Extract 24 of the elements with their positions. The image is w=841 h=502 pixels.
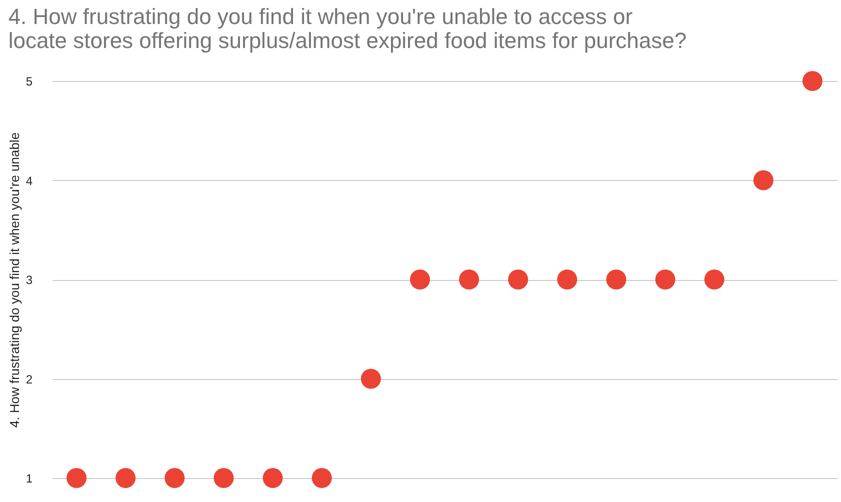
y-tick-label: 5 [26, 74, 33, 88]
point [459, 270, 480, 290]
point [655, 270, 676, 290]
point [360, 368, 381, 389]
point [410, 270, 430, 290]
y-axis-title: 4. How frustrating do you find it when you're unable [6, 132, 22, 428]
point [606, 270, 626, 290]
point [164, 468, 185, 488]
point [802, 71, 822, 91]
point [214, 468, 234, 488]
point [116, 468, 136, 488]
point [312, 468, 332, 488]
y-tick-label: 1 [26, 472, 33, 486]
point [557, 270, 578, 290]
point [262, 468, 283, 488]
point [753, 170, 774, 190]
point [66, 468, 87, 488]
text: 4. How frustrating do you find it when you're unable to access or [8, 4, 633, 29]
y-tick-label: 2 [26, 372, 33, 386]
point [704, 270, 724, 290]
y-tick-label: 4 [26, 174, 33, 188]
text: locate stores offering surplus/almost expired food items for purchase? [8, 28, 687, 53]
point [508, 270, 528, 290]
y-tick-label: 3 [26, 273, 33, 287]
